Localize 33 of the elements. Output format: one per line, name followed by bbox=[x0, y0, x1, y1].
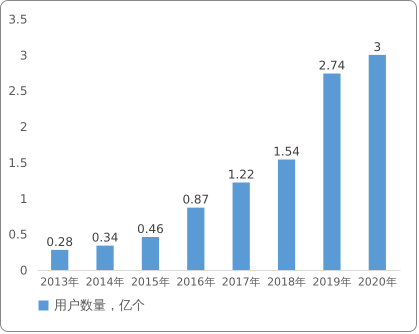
x-tick-label: 2019年 bbox=[312, 276, 352, 288]
data-label: 0.46 bbox=[137, 222, 164, 236]
data-label: 1.54 bbox=[273, 144, 300, 159]
bar bbox=[187, 208, 204, 270]
x-tick-label: 2015年 bbox=[130, 276, 170, 288]
data-label: 1.22 bbox=[228, 168, 255, 182]
y-tick-label: 2 bbox=[20, 120, 28, 134]
x-tick-label: 2016年 bbox=[176, 276, 216, 288]
y-tick-label: 1.5 bbox=[8, 156, 28, 170]
bar bbox=[368, 54, 386, 270]
bar bbox=[278, 160, 296, 270]
x-tick-label: 2014年 bbox=[86, 276, 125, 288]
y-tick-label: 0 bbox=[20, 264, 28, 278]
x-tick-label: 2020年 bbox=[358, 276, 397, 288]
y-tick-label: 1 bbox=[20, 192, 28, 206]
x-tick-label: 2018年 bbox=[267, 276, 306, 288]
data-label: 0.34 bbox=[92, 230, 118, 245]
data-label: 2.74 bbox=[318, 58, 346, 73]
bar bbox=[96, 246, 114, 270]
data-label: 0.28 bbox=[46, 234, 74, 249]
data-label: 0.87 bbox=[182, 192, 210, 207]
bar bbox=[323, 74, 341, 270]
bar bbox=[232, 182, 250, 270]
bar bbox=[51, 250, 68, 270]
y-tick-label: 0.5 bbox=[8, 228, 28, 242]
data-label: 3 bbox=[373, 40, 382, 54]
legend-label: 用户数量，亿个 bbox=[54, 298, 145, 314]
y-tick-label: 2.5 bbox=[8, 84, 28, 98]
x-tick-label: 2017年 bbox=[222, 276, 261, 288]
x-tick-label: 2013年 bbox=[40, 276, 80, 288]
y-tick-label: 3 bbox=[20, 48, 28, 62]
y-tick-label: 3.5 bbox=[8, 12, 28, 26]
bar bbox=[142, 237, 160, 270]
